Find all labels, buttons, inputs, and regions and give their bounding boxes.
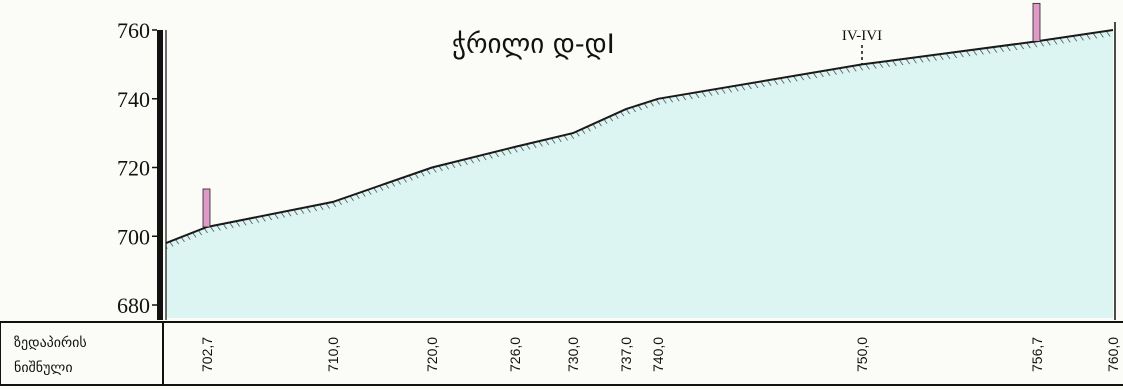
- x-tick-label: 730,0: [565, 337, 581, 372]
- x-tick-label: 737,0: [618, 337, 634, 372]
- y-tick-label: 720: [117, 156, 150, 181]
- x-tick-label: 750,0: [854, 337, 870, 372]
- x-tick-label: 710,0: [325, 337, 341, 372]
- station-post: [1032, 2, 1041, 42]
- station-posts: [202, 2, 1041, 228]
- y-tick-label: 680: [117, 293, 150, 318]
- x-tick-label: 720,0: [424, 337, 440, 372]
- section-marker: IV-IVI: [842, 28, 882, 65]
- row-label-line-1: ზედაპირის: [14, 334, 87, 351]
- x-tick-label: 756,7: [1029, 337, 1045, 372]
- terrain-area: [166, 30, 1113, 318]
- x-tick-label: 740,0: [650, 337, 666, 372]
- x-tick-label: 726,0: [507, 337, 523, 372]
- station-post: [202, 188, 211, 228]
- y-tick-label: 740: [117, 87, 150, 112]
- y-tick-label: 760: [117, 18, 150, 43]
- y-axis-bar: [157, 30, 163, 320]
- y-tick-label: 700: [117, 224, 150, 249]
- elevation-table: ზედაპირის ნიშნული 702,7 710,0 720,0 726,0 73…: [0, 321, 1123, 386]
- surface-line: [165, 29, 1114, 245]
- diagram-title: ჭრილი დ-დI: [452, 29, 615, 60]
- y-axis-ticks: 760 740 720 700 680: [117, 18, 157, 318]
- x-tick-label: 760,0: [1105, 337, 1121, 372]
- section-marker-label: IV-IVI: [842, 28, 882, 44]
- x-axis-tick-labels: 702,7 710,0 720,0 726,0 730,0 737,0 740,0 750,0…: [199, 337, 1121, 372]
- x-tick-label: 702,7: [199, 337, 215, 372]
- row-label-line-2: ნიშნული: [14, 360, 73, 376]
